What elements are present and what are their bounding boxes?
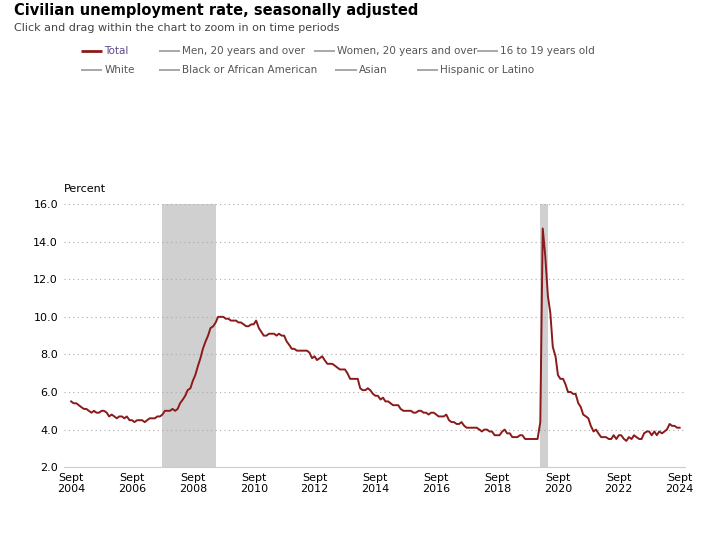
Text: Women, 20 years and over: Women, 20 years and over (337, 46, 478, 56)
Text: Total: Total (104, 46, 129, 56)
Text: 16 to 19 years old: 16 to 19 years old (500, 46, 594, 56)
Text: Men, 20 years and over: Men, 20 years and over (182, 46, 305, 56)
Bar (540, 204, 548, 467)
Bar (162, 204, 215, 467)
Text: Percent: Percent (64, 184, 106, 193)
Text: Click and drag within the chart to zoom in on time periods: Click and drag within the chart to zoom … (14, 23, 340, 33)
Text: Hispanic or Latino: Hispanic or Latino (440, 65, 534, 75)
Text: White: White (104, 65, 135, 75)
Text: Civilian unemployment rate, seasonally adjusted: Civilian unemployment rate, seasonally a… (14, 3, 419, 18)
Text: Black or African American: Black or African American (182, 65, 318, 75)
Text: Asian: Asian (359, 65, 388, 75)
